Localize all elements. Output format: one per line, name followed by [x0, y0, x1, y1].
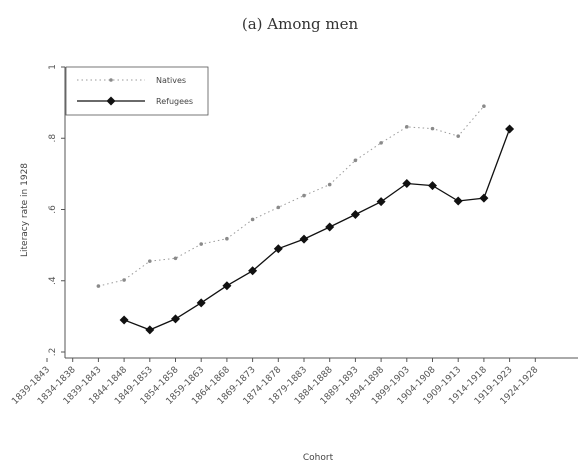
natives-data-point	[122, 278, 126, 282]
legend-refugees-marker	[106, 96, 116, 106]
refugees-series-line	[123, 128, 511, 331]
natives-data-point	[327, 182, 332, 187]
natives-data-point	[276, 205, 281, 210]
refugees-data-point	[299, 234, 309, 244]
natives-data-point	[225, 236, 229, 241]
y-axis-label: Literacy rate in 1928	[20, 163, 30, 257]
legend-box	[65, 66, 209, 116]
y-tick-label: .6	[48, 205, 58, 214]
legend: Natives Refugees	[65, 66, 209, 116]
natives-data-point	[379, 141, 383, 145]
natives-data-point	[430, 126, 435, 131]
y-tick-label: .2	[48, 348, 58, 357]
natives-data-point	[353, 158, 358, 163]
refugees-data-point	[222, 281, 232, 291]
natives-data-point	[302, 193, 306, 198]
axes	[64, 67, 578, 359]
natives-data-point	[96, 284, 101, 288]
x-axis-label: Cohort	[303, 453, 334, 463]
refugees-data-point	[325, 222, 335, 232]
y-tick-label: .8	[48, 134, 58, 143]
y-ticks: .2 .4 .6 .8 1	[48, 64, 65, 356]
refugees-data-point	[376, 197, 386, 207]
refugees-data-point	[453, 196, 463, 206]
y-tick-label: 1	[48, 64, 58, 70]
panel-title: (a) Among men	[242, 15, 359, 33]
natives-data-point	[250, 217, 255, 222]
refugees-data-point	[402, 178, 412, 188]
series-layer	[96, 104, 515, 335]
refugees-data-point	[505, 124, 515, 134]
natives-data-point	[405, 125, 409, 129]
natives-series-line	[98, 105, 485, 287]
legend-natives-marker	[109, 78, 113, 82]
x-ticks: 1839-18431834-18381839-18431844-18481849…	[10, 358, 541, 407]
refugees-data-point	[171, 314, 180, 324]
legend-refugees-label: Refugees	[156, 97, 193, 106]
refugees-data-point	[145, 325, 155, 335]
natives-data-point	[173, 256, 178, 261]
natives-data-point	[148, 259, 152, 263]
y-tick-label: .4	[48, 276, 58, 285]
refugees-data-point	[119, 315, 129, 325]
natives-data-point	[199, 242, 203, 246]
natives-data-point	[482, 104, 486, 108]
refugees-data-point	[248, 266, 258, 276]
refugees-data-point	[273, 244, 283, 254]
refugees-data-point	[196, 298, 206, 308]
refugees-data-point	[428, 181, 437, 191]
legend-natives-label: Natives	[156, 76, 186, 85]
natives-data-point	[456, 134, 461, 138]
refugees-data-point	[350, 209, 360, 219]
refugees-data-point	[479, 193, 489, 203]
